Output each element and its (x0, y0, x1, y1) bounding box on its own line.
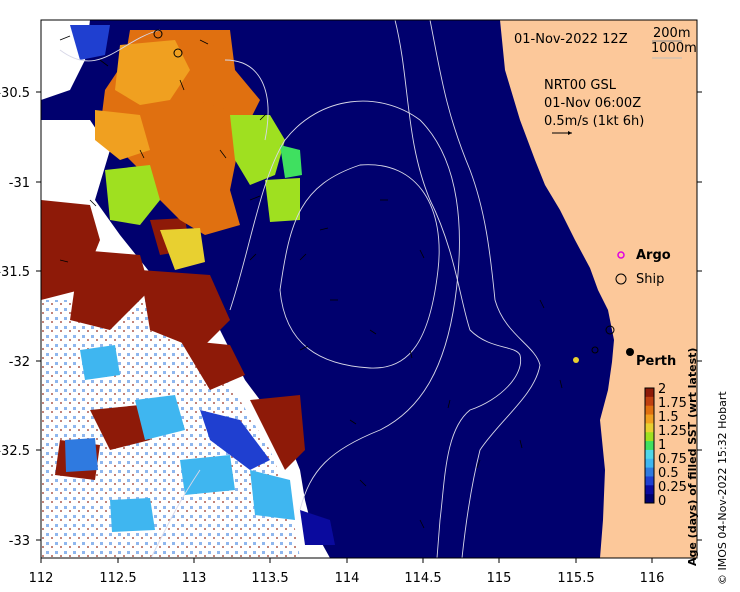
sst-age-patches-green (105, 115, 302, 225)
y-tick-label: -30.5 (0, 86, 30, 101)
colorbar (644, 387, 655, 504)
sst-age-patches-blue (65, 345, 335, 545)
depth-contour-label-200: 200m (653, 26, 690, 41)
colorbar-ticks: 2 1.75 1.5 1.25 1 0.75 0.5 0.25 0 (658, 382, 687, 509)
colorbar-frame (644, 387, 655, 504)
current-scale-arrowhead (568, 131, 572, 135)
x-tick-label: 114 (335, 571, 360, 586)
current-time-label: 01-Nov 06:00Z (544, 96, 641, 111)
y-axis (36, 91, 702, 541)
date-label: 01-Nov-2022 12Z (514, 32, 628, 47)
colorbar-swatch (645, 432, 654, 442)
colorbar-tick-label: 1.5 (658, 410, 679, 425)
sst-patch-topleft-blue (70, 25, 110, 60)
colorbar-swatch (645, 476, 654, 486)
sst-age-patches-orange (95, 30, 260, 270)
depth-contour-label-1000: 1000m (651, 41, 697, 56)
argo-legend-label: Argo (636, 248, 671, 263)
colorbar-swatch (645, 414, 654, 424)
x-tick-label: 115.5 (557, 571, 594, 586)
x-tick-label: 116 (640, 571, 665, 586)
colorbar-swatch (645, 467, 654, 477)
x-tick-label: 114.5 (404, 571, 441, 586)
colorbar-tick-label: 0 (658, 494, 666, 509)
argo-legend-marker (617, 251, 625, 259)
x-axis (40, 558, 653, 563)
sst-age-patches-brown (41, 200, 305, 480)
bathymetry-contours (59, 20, 541, 558)
colorbar-swatch (645, 494, 654, 504)
y-tick-label: -31 (9, 176, 30, 191)
colorbar-swatch (645, 388, 654, 398)
y-tick-label: -33 (9, 534, 30, 549)
y-tick-label: -32 (9, 355, 30, 370)
ship-marker (605, 325, 615, 335)
colorbar-swatch (645, 449, 654, 460)
colorbar-tick-label: 2 (658, 382, 666, 397)
colorbar-swatch (645, 485, 654, 495)
current-vectors (59, 35, 563, 529)
ship-marker (173, 48, 183, 58)
current-source-label: NRT00 GSL (544, 78, 617, 93)
y-tick-label: -31.5 (0, 265, 30, 280)
colorbar-tick-label: 0.5 (658, 466, 679, 481)
map-plot-area (41, 20, 697, 558)
x-tick-label: 113 (182, 571, 207, 586)
colorbar-tick-label: 1 (658, 438, 666, 453)
ship-marker (591, 346, 599, 354)
colorbar-swatch (645, 441, 654, 451)
ship-legend-marker (615, 273, 627, 285)
x-tick-label: 112.5 (99, 571, 136, 586)
y-tick-label: -32.5 (0, 444, 30, 459)
credit-label: © IMOS 04-Nov-2022 15:32 Hobart (716, 391, 729, 585)
colorbar-swatch (645, 423, 654, 433)
coastal-patch (573, 357, 579, 363)
colorbar-tick-label: 0.75 (658, 452, 687, 467)
perth-marker (626, 348, 634, 356)
current-scale-label: 0.5m/s (1kt 6h) (544, 114, 644, 129)
colorbar-tick-label: 1.75 (658, 396, 687, 411)
ship-legend-label: Ship (636, 272, 664, 287)
plot-frame (40, 19, 698, 559)
x-tick-label: 112 (29, 571, 54, 586)
colorbar-swatch (645, 458, 654, 469)
x-tick-label: 113.5 (251, 571, 288, 586)
colorbar-swatch (645, 405, 654, 416)
ship-marker (153, 29, 163, 39)
colorbar-tick-label: 1.25 (658, 424, 687, 439)
colorbar-tick-label: 0.25 (658, 480, 687, 495)
place-label-perth: Perth (636, 354, 676, 369)
colorbar-swatch (645, 396, 654, 407)
x-tick-label: 115 (487, 571, 512, 586)
colorbar-title: Age (days) of filled SST (wrt latest) (686, 347, 699, 566)
